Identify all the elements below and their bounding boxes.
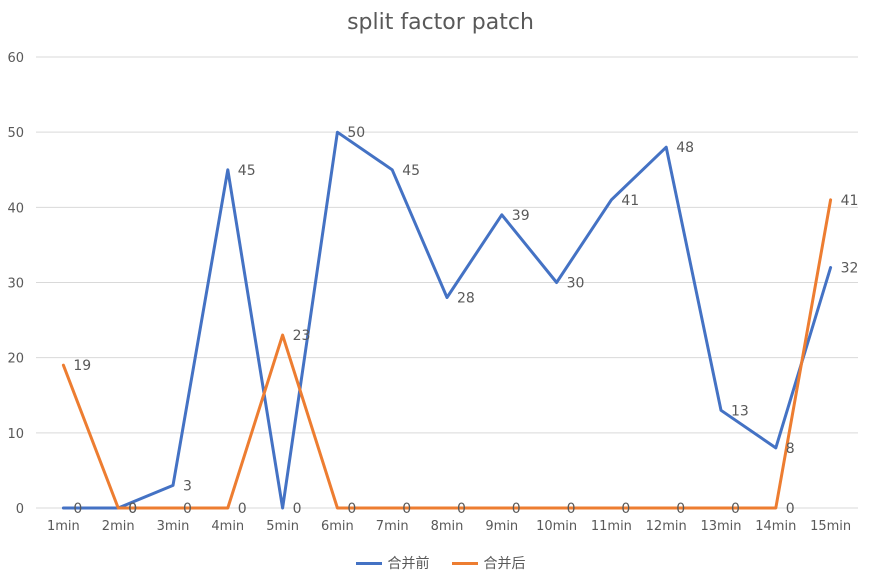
x-tick-label: 3min	[157, 519, 190, 534]
data-label-series-1: 28	[457, 291, 475, 307]
data-label-series-1: 50	[347, 125, 365, 141]
x-tick-label: 8min	[431, 519, 464, 534]
legend-item-series-2: 合并后	[451, 553, 526, 573]
data-label-series-2: 0	[402, 501, 411, 517]
data-label-series-2: 0	[238, 501, 247, 517]
legend-swatch-series-1	[355, 561, 382, 565]
legend-label-series-1: 合并前	[387, 556, 430, 572]
data-label-series-1: 8	[786, 441, 795, 457]
x-tick-label: 14min	[755, 519, 796, 534]
data-label-series-2: 0	[183, 501, 192, 517]
chart-title: split factor patch	[347, 10, 534, 35]
x-tick-label: 5min	[266, 519, 299, 534]
y-tick-label: 40	[7, 201, 24, 216]
data-label-series-1: 0	[73, 501, 82, 517]
data-label-series-2: 0	[128, 501, 137, 517]
x-tick-label: 4min	[211, 519, 244, 534]
data-label-series-2: 0	[567, 501, 576, 517]
x-tick-label: 1min	[47, 519, 80, 534]
x-tick-label: 2min	[102, 519, 135, 534]
series-line-1	[61, 130, 833, 510]
data-label-series-1: 41	[621, 193, 639, 209]
legend-swatch-series-2	[451, 561, 478, 565]
data-label-series-2: 19	[73, 358, 91, 374]
y-tick-label: 10	[7, 427, 24, 442]
data-label-series-2: 23	[293, 328, 311, 344]
y-tick-label: 0	[16, 502, 24, 517]
data-label-series-1: 3	[183, 478, 192, 494]
y-tick-label: 30	[7, 277, 24, 292]
data-label-series-2: 0	[676, 501, 685, 517]
data-label-series-1: 30	[567, 276, 585, 292]
data-label-series-2: 0	[457, 501, 466, 517]
y-tick-label: 50	[7, 126, 24, 141]
data-label-series-1: 0	[128, 501, 137, 517]
data-label-series-2: 41	[841, 193, 859, 209]
y-tick-label: 20	[7, 352, 24, 367]
legend-item-series-1: 合并前	[355, 553, 430, 573]
x-tick-label: 10min	[536, 519, 577, 534]
x-tick-label: 7min	[376, 519, 409, 534]
data-label-series-2: 0	[731, 501, 740, 517]
x-tick-label: 6min	[321, 519, 354, 534]
legend-label-series-2: 合并后	[483, 556, 526, 572]
data-label-series-2: 0	[786, 501, 795, 517]
data-label-series-1: 48	[676, 140, 694, 156]
x-tick-label: 13min	[700, 519, 741, 534]
data-label-series-1: 0	[293, 501, 302, 517]
x-tick-label: 11min	[591, 519, 632, 534]
data-label-series-1: 39	[512, 208, 530, 224]
data-label-series-1: 13	[731, 403, 749, 419]
data-label-series-2: 0	[512, 501, 521, 517]
data-label-series-1: 32	[841, 260, 859, 276]
x-tick-label: 9min	[485, 519, 518, 534]
y-tick-label: 60	[7, 51, 24, 66]
data-label-series-2: 0	[621, 501, 630, 517]
legend: 合并前 合并后	[0, 553, 881, 573]
series-line-2	[61, 198, 833, 510]
data-label-series-2: 0	[347, 501, 356, 517]
data-label-series-1: 45	[402, 163, 420, 179]
x-tick-label: 15min	[810, 519, 851, 534]
x-tick-label: 12min	[646, 519, 687, 534]
data-label-series-1: 45	[238, 163, 256, 179]
